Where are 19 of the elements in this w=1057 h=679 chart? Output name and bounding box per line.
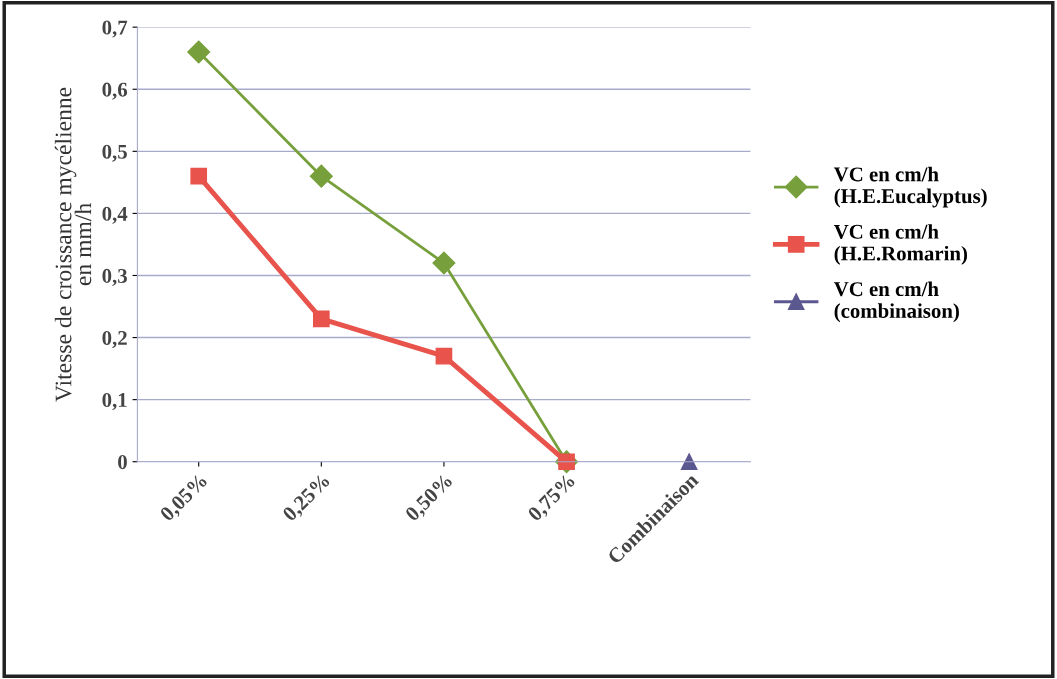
point [190, 167, 208, 185]
point [432, 251, 456, 275]
y-tick-label: 0 [118, 455, 127, 470]
y-tick-label: 0,2 [102, 330, 127, 349]
point [435, 347, 453, 365]
y-axis-title: Vitesse de croissance mycélienne en mm/h [54, 87, 92, 402]
legend-label: VC en cm/h (combinaison) [833, 281, 959, 323]
legend-label: VC en cm/h (H.E.Eucalyptus) [833, 166, 987, 208]
legend-label: VC en cm/h (H.E.Romarin) [833, 224, 968, 265]
point [680, 453, 698, 471]
y-tick-label: 0,1 [102, 393, 127, 411]
point [312, 310, 330, 328]
y-tick-label: 0,4 [102, 206, 128, 224]
point [187, 40, 211, 64]
y-tick-label: 0,7 [102, 20, 128, 38]
y-tick-label: 0,3 [102, 268, 127, 286]
point [309, 164, 333, 188]
y-tick-label: 0,5 [102, 144, 127, 162]
y-tick-label: 0,6 [102, 82, 128, 100]
